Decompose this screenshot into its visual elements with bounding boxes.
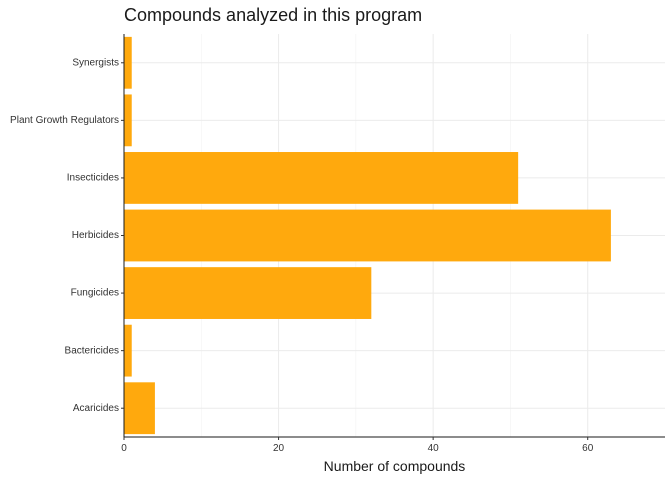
y-tick-label: Insecticides [67,173,119,184]
y-tick-label: Herbicides [72,230,119,241]
bars [124,36,611,435]
y-tick-label: Fungicides [71,288,119,299]
axes: Acaricides Bactericides Fungicides Herbicid… [10,34,665,454]
chart-title: Compounds analyzed in this program [124,5,423,25]
bar-insecticides [124,152,519,204]
bar-bactericides [124,324,132,377]
bar-herbicides [124,209,611,262]
y-tick-label: Plant Growth Regulators [10,115,119,126]
bar-synergists [124,36,132,89]
x-tick-label: 20 [273,443,285,454]
y-tick-label: Bactericides [65,345,119,356]
bar-plant-growth-regulators [124,94,132,147]
x-tick-label: 60 [582,443,594,454]
x-tick-label: 40 [428,443,440,454]
x-axis-title: Number of compounds [324,458,466,474]
bar-fungicides [124,267,372,319]
x-tick-label: 0 [121,443,127,454]
bar-acaricides [124,382,155,435]
y-tick-label: Acaricides [73,403,119,414]
y-tick-label: Synergists [72,57,119,68]
